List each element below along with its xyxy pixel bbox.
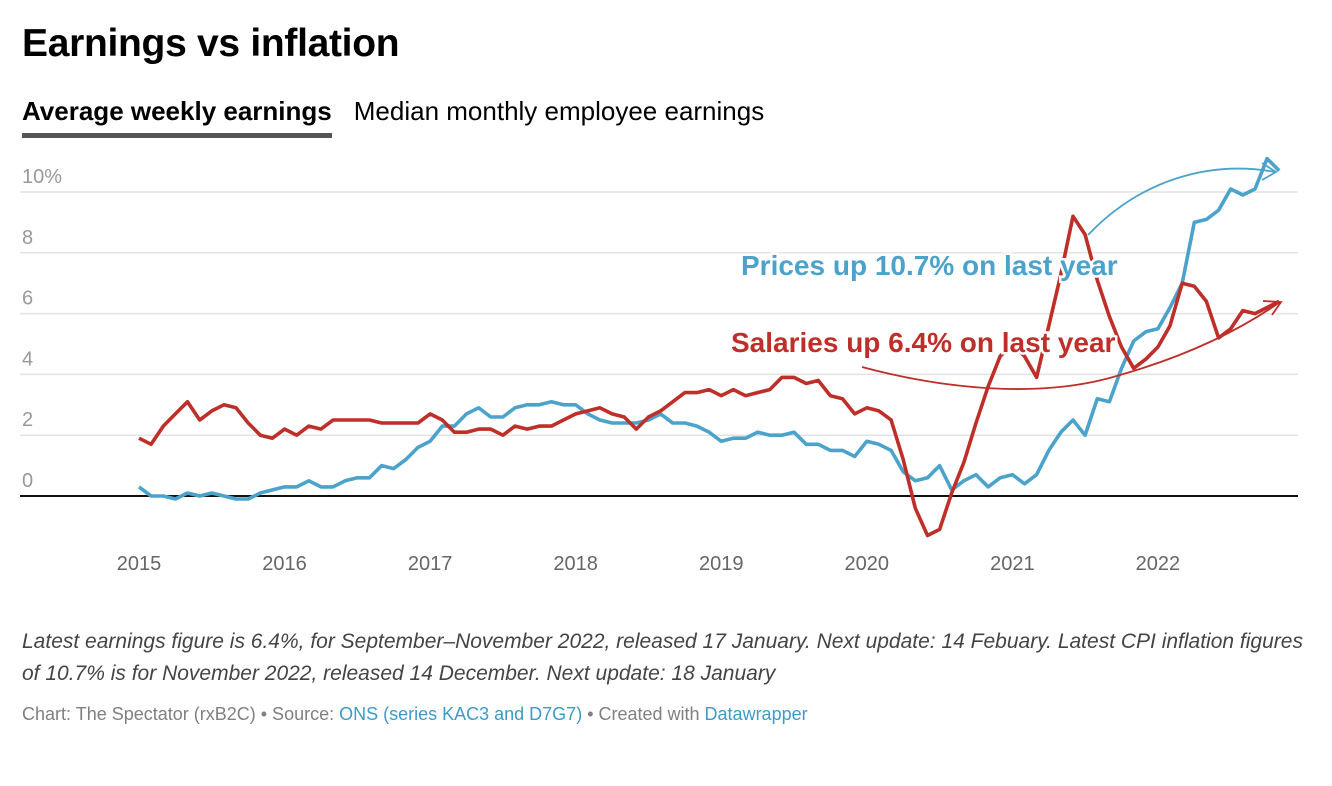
datawrapper-link[interactable]: Datawrapper bbox=[704, 704, 808, 724]
y-tick-label: 2 bbox=[22, 409, 33, 431]
credit-text: Chart: The Spectator (rxB2C) • Source: bbox=[22, 704, 340, 724]
y-tick-label: 4 bbox=[22, 348, 33, 370]
x-tick-label: 2021 bbox=[990, 553, 1035, 575]
footnote: Latest earnings figure is 6.4%, for Sept… bbox=[22, 630, 1303, 685]
prices-annotation-arrow bbox=[1087, 167, 1276, 236]
y-tick-label: 6 bbox=[22, 288, 33, 310]
tab-bar: Average weekly earnings Median monthly e… bbox=[22, 96, 764, 138]
x-tick-label: 2016 bbox=[262, 553, 307, 575]
tab-median-monthly-earnings[interactable]: Median monthly employee earnings bbox=[353, 96, 765, 126]
prices-arrow-head bbox=[1261, 162, 1278, 181]
y-tick-label: 8 bbox=[22, 227, 33, 249]
y-tick-label: 0 bbox=[22, 470, 33, 492]
salaries-line bbox=[138, 214, 1281, 538]
prices-annotation: Prices up 10.7% on last year bbox=[741, 250, 1118, 281]
line-chart: 10% 8 6 4 2 0 2015 2016 2017 2018 2019 2020 2021 202… bbox=[20, 156, 1298, 575]
x-tick-label: 2018 bbox=[553, 553, 598, 575]
x-tick-label: 2017 bbox=[408, 553, 453, 575]
x-tick-label: 2022 bbox=[1136, 553, 1181, 575]
prices-line bbox=[137, 156, 1281, 501]
salaries-annotation: Salaries up 6.4% on last year bbox=[731, 327, 1116, 358]
x-tick-label: 2020 bbox=[845, 553, 890, 575]
source-link[interactable]: ONS (series KAC3 and D7G7) bbox=[339, 704, 583, 724]
chart-title: Earnings vs inflation bbox=[22, 22, 400, 65]
x-tick-label: 2015 bbox=[117, 553, 162, 575]
credit-sep: • Created with bbox=[582, 704, 705, 724]
salaries-annotation-arrow bbox=[861, 301, 1281, 390]
tab-average-weekly-earnings[interactable]: Average weekly earnings bbox=[22, 96, 332, 138]
credit-line: Chart: The Spectator (rxB2C) • Source: O… bbox=[22, 704, 808, 725]
salaries-arrow-head bbox=[1262, 300, 1283, 316]
y-tick-label: 10% bbox=[22, 166, 62, 188]
x-tick-label: 2019 bbox=[699, 553, 744, 575]
